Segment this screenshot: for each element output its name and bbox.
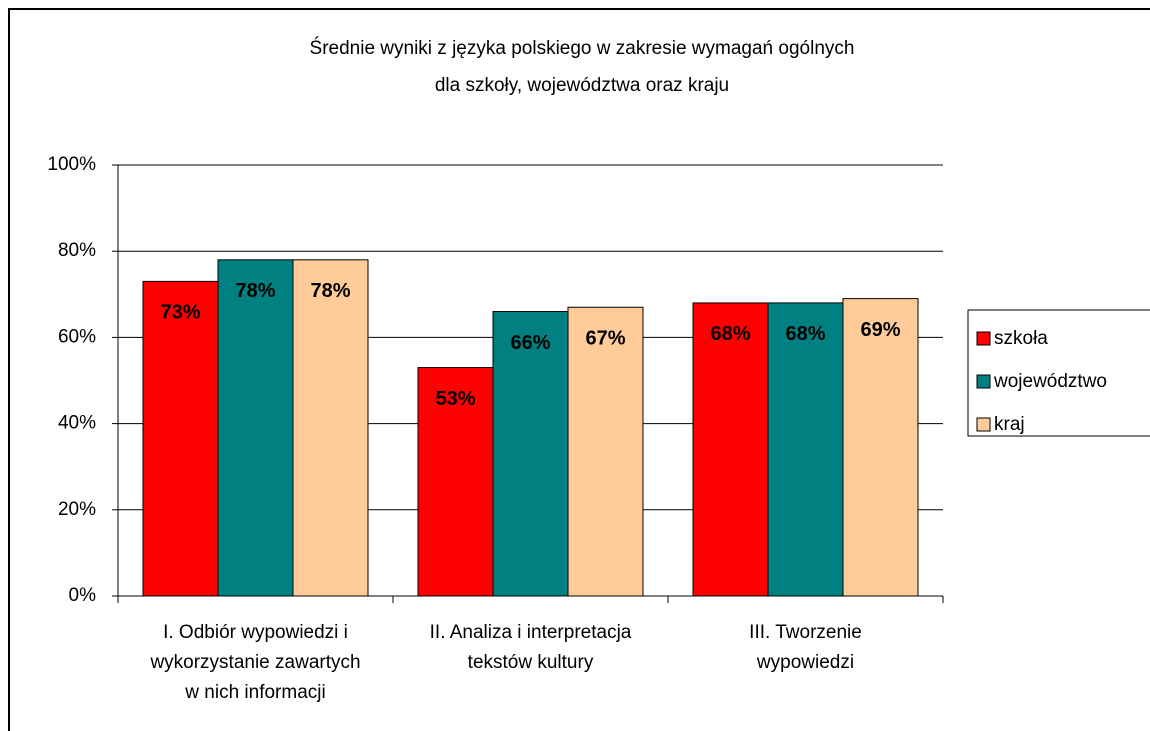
- x-tick-label: tekstów kultury: [468, 652, 594, 673]
- y-tick-label: 80%: [58, 240, 96, 261]
- bar: [567, 306, 644, 597]
- y-tick-label: 0%: [69, 585, 97, 606]
- x-tick-label: II. Analiza i interpretacja: [430, 622, 632, 643]
- bar: [217, 259, 294, 597]
- legend-box: [967, 309, 1150, 437]
- data-label: 68%: [785, 323, 825, 345]
- legend-label: województwo: [993, 371, 1107, 392]
- data-label: 67%: [585, 328, 625, 350]
- data-label: 78%: [310, 280, 350, 302]
- bar: [692, 302, 769, 597]
- y-tick-label: 20%: [58, 499, 96, 520]
- data-label: 73%: [160, 302, 200, 324]
- y-tick-label: 60%: [58, 326, 96, 347]
- bar: [417, 367, 494, 597]
- legend-label: szkoła: [994, 328, 1048, 349]
- chart-title: dla szkoły, województwa oraz kraju: [435, 75, 729, 96]
- legend-label: kraj: [994, 414, 1025, 435]
- bar: [842, 298, 919, 597]
- legend-swatch: [976, 331, 991, 346]
- data-label: 78%: [235, 280, 275, 302]
- y-tick-label: 100%: [47, 154, 96, 175]
- x-tick-label: III. Tworzenie: [749, 622, 862, 643]
- chart-title: Średnie wyniki z języka polskiego w zakr…: [310, 37, 855, 59]
- x-tick-label: w nich informacji: [184, 682, 325, 703]
- data-label: 68%: [710, 323, 750, 345]
- y-tick-label: 40%: [58, 413, 96, 434]
- x-tick-label: wykorzystanie zawartych: [149, 652, 360, 673]
- x-tick-label: wypowiedzi: [756, 652, 854, 673]
- bar: [492, 311, 569, 597]
- bar: [142, 280, 219, 597]
- x-tick-label: I. Odbiór wypowiedzi i: [163, 622, 348, 643]
- legend-swatch: [976, 417, 991, 432]
- bar: [292, 259, 369, 597]
- data-label: 69%: [860, 319, 900, 341]
- data-label: 53%: [435, 388, 475, 410]
- legend-swatch: [976, 374, 991, 389]
- data-label: 66%: [510, 332, 550, 354]
- bar: [767, 302, 844, 597]
